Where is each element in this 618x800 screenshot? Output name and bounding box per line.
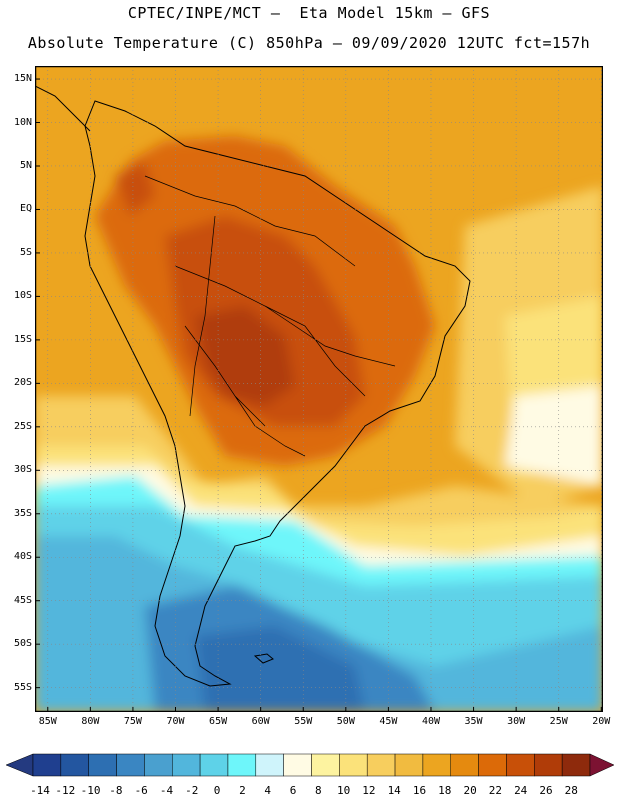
lat-label: 40S [13, 551, 32, 563]
colorbar-high-arrow [589, 753, 615, 777]
colorbar-label: -4 [159, 784, 174, 797]
lat-label: 45S [13, 594, 32, 606]
colorbar-segment [199, 753, 229, 777]
colorbar-label: -8 [109, 784, 123, 797]
colorbar-segment [32, 753, 62, 777]
colorbar-segment [561, 753, 591, 777]
ocean-cream-patch [505, 386, 603, 486]
colorbar-label: 8 [314, 784, 322, 797]
colorbar-label: 4 [264, 784, 271, 797]
colorbar-label: -2 [185, 784, 199, 797]
colorbar-label: 2 [239, 784, 246, 797]
title-line-2: Absolute Temperature (C) 850hPa – 09/09/… [27, 34, 591, 52]
colorbar-segment [283, 753, 312, 777]
colorbar-segment [339, 753, 368, 777]
colorbar-label: 6 [289, 784, 297, 797]
map-canvas [35, 66, 603, 712]
colorbar-label: -6 [134, 784, 148, 797]
lon-label: 70W [166, 716, 185, 727]
lat-label: 10S [13, 290, 32, 302]
colorbar-label: -12 [55, 784, 76, 797]
temperature-map [35, 66, 603, 712]
colorbar-label: 16 [412, 784, 427, 797]
colorbar-segment [60, 753, 89, 777]
hottest-core [195, 306, 295, 406]
colorbar-segment [478, 753, 507, 777]
colorbar-segment [450, 753, 479, 777]
colorbar-segment [506, 753, 535, 777]
map-frame [35, 66, 603, 712]
colorbar-segment [422, 753, 451, 777]
colorbar-segment [255, 753, 284, 777]
colorbar-label: 20 [463, 784, 477, 797]
colorbar-segment [227, 753, 257, 777]
lon-label: 45W [379, 716, 398, 727]
colorbar-label: 28 [564, 784, 578, 797]
lon-label: 85W [38, 716, 57, 727]
colorbar-segment [172, 753, 201, 777]
falklands-islands [253, 653, 274, 664]
lat-label: 25S [13, 420, 32, 432]
central-america-outline [35, 85, 91, 132]
title-line-1: CPTEC/INPE/MCT – Eta Model 15km – GFS [127, 4, 491, 22]
coastlines [35, 85, 471, 687]
lat-label: 10N [13, 116, 32, 128]
colorbar-segment [534, 753, 563, 777]
colorbar-segment [144, 753, 173, 777]
colorbar-label: 22 [488, 784, 503, 797]
lat-label: 50S [13, 638, 32, 650]
lon-label: 65W [209, 716, 228, 727]
lat-label: 35S [13, 507, 32, 519]
colorbar-segment [366, 753, 396, 777]
lat-label: 15N [13, 73, 32, 85]
lat-label: 15S [13, 333, 32, 345]
colorbar-segment [116, 753, 145, 777]
colorbar-label: 18 [438, 784, 452, 797]
lat-label: 20S [13, 377, 32, 389]
lat-label: 30S [13, 464, 32, 476]
darkest-blue-zone [195, 626, 365, 712]
colorbar-label: 24 [514, 784, 528, 797]
lon-label: 75W [123, 716, 142, 727]
colorbar-label: -14 [30, 784, 50, 797]
lon-label: 50W [336, 716, 355, 727]
colorbar-label: 12 [362, 784, 376, 797]
south-america-outline [84, 100, 471, 687]
lon-label: 20W [592, 716, 611, 727]
colorbar-segment [394, 753, 424, 777]
lon-label: 40W [421, 716, 440, 727]
grid-lines [35, 66, 603, 712]
hot-spot-north [115, 161, 155, 216]
lon-label: 30W [507, 716, 526, 727]
axis-ticks [35, 78, 602, 712]
country-borders [144, 175, 396, 457]
colorbar-low-arrow [5, 753, 34, 777]
lon-label: 80W [81, 716, 100, 727]
colorbar-segment [311, 753, 340, 777]
colorbar-label: 26 [539, 784, 553, 797]
colorbar-label: 10 [336, 784, 351, 797]
lat-label: EQ [19, 203, 32, 215]
lat-label: 5S [19, 246, 32, 258]
colorbar-label: 14 [387, 784, 401, 797]
lat-label: 55S [13, 681, 32, 693]
lon-label: 25W [549, 716, 568, 727]
lon-label: 35W [464, 716, 483, 727]
colorbar-label: 0 [213, 784, 221, 797]
lon-label: 55W [294, 716, 313, 727]
lat-label: 5N [19, 159, 32, 171]
colorbar-segment [88, 753, 117, 777]
colorbar-label: -10 [80, 784, 101, 797]
lon-label: 60W [251, 716, 270, 727]
color-bar [5, 753, 615, 777]
